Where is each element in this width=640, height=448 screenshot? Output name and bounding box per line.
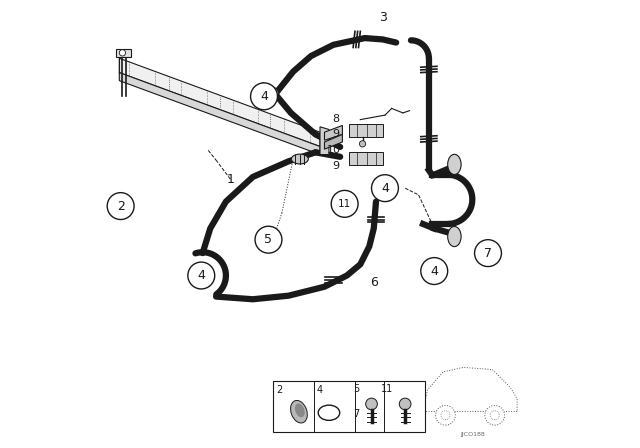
Ellipse shape xyxy=(295,404,305,417)
Ellipse shape xyxy=(268,87,278,101)
Text: 9: 9 xyxy=(332,161,339,171)
Text: 3: 3 xyxy=(379,11,387,25)
Text: 2: 2 xyxy=(116,199,125,213)
Text: 4: 4 xyxy=(430,264,438,278)
Text: 8: 8 xyxy=(332,114,339,124)
Circle shape xyxy=(372,175,399,202)
Text: 9: 9 xyxy=(332,129,339,139)
Text: 1: 1 xyxy=(227,172,234,186)
Text: 7: 7 xyxy=(484,246,492,260)
Bar xyxy=(116,49,131,57)
Polygon shape xyxy=(119,58,320,146)
Polygon shape xyxy=(320,127,329,155)
Text: 2: 2 xyxy=(276,385,283,395)
Ellipse shape xyxy=(448,154,461,174)
FancyBboxPatch shape xyxy=(349,152,383,165)
Text: 6: 6 xyxy=(370,276,378,289)
Text: 11: 11 xyxy=(338,199,351,209)
Text: 4: 4 xyxy=(381,181,389,195)
Ellipse shape xyxy=(291,154,308,164)
Text: 4: 4 xyxy=(260,90,268,103)
Circle shape xyxy=(475,240,502,267)
Circle shape xyxy=(436,405,455,425)
Ellipse shape xyxy=(448,226,461,247)
Polygon shape xyxy=(324,134,342,149)
Circle shape xyxy=(421,258,448,284)
Circle shape xyxy=(251,83,278,110)
Circle shape xyxy=(119,50,125,56)
Circle shape xyxy=(108,193,134,220)
Circle shape xyxy=(441,411,450,420)
Polygon shape xyxy=(119,73,320,155)
Text: 11: 11 xyxy=(381,383,394,393)
Text: 7: 7 xyxy=(353,409,359,419)
Circle shape xyxy=(188,262,215,289)
Text: 4: 4 xyxy=(317,385,323,395)
Polygon shape xyxy=(324,125,342,140)
Circle shape xyxy=(490,411,499,420)
Bar xyxy=(273,381,426,432)
Ellipse shape xyxy=(318,405,340,420)
Text: 5: 5 xyxy=(264,233,273,246)
Text: 10: 10 xyxy=(326,145,340,155)
Circle shape xyxy=(360,141,365,147)
Ellipse shape xyxy=(291,401,307,423)
FancyBboxPatch shape xyxy=(349,124,383,137)
Text: JJCO188: JJCO188 xyxy=(460,432,484,437)
Text: 4: 4 xyxy=(197,269,205,282)
Circle shape xyxy=(365,398,378,410)
Circle shape xyxy=(485,405,504,425)
Circle shape xyxy=(399,398,411,410)
Circle shape xyxy=(255,226,282,253)
Text: 5: 5 xyxy=(353,383,359,393)
Circle shape xyxy=(332,190,358,217)
